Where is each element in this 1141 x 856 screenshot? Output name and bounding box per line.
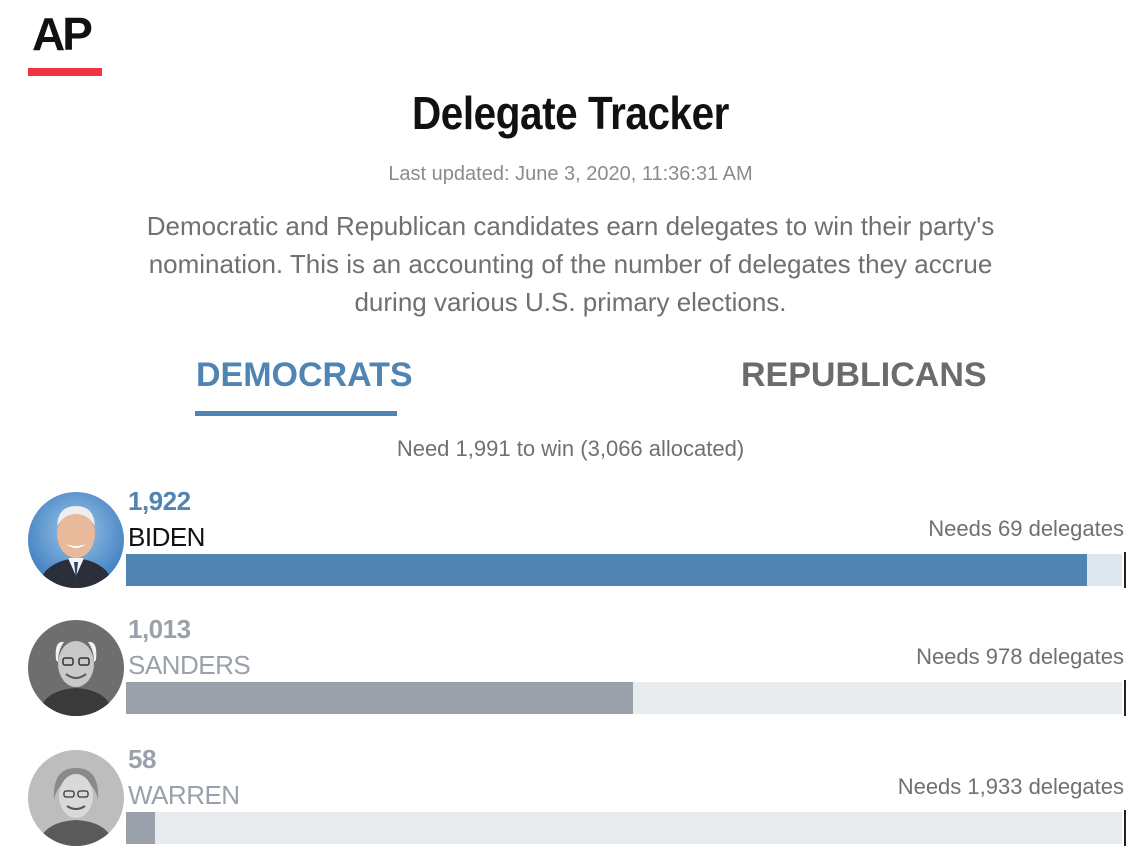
- progress-fill: [126, 682, 633, 714]
- progress-track: [126, 812, 1122, 844]
- page-description: Democratic and Republican candidates ear…: [146, 211, 995, 317]
- win-threshold-marker: [1124, 810, 1126, 846]
- candidate-row-warren: 58 WARREN Needs 1,933 delegates: [28, 744, 1126, 846]
- candidate-name: WARREN: [128, 780, 240, 810]
- delegates-needed-summary: Need 1,991 to win (3,066 allocated): [396, 436, 745, 461]
- page-title: Delegate Tracker: [411, 87, 729, 139]
- delegates-remaining: Needs 978 delegates: [916, 644, 1124, 669]
- progress-fill: [126, 554, 1088, 586]
- delegate-count: 58: [128, 744, 156, 774]
- candidate-row-biden: 1,922 BIDEN Needs 69 delegates: [28, 486, 1126, 588]
- progress-track: [126, 554, 1122, 586]
- ap-logo[interactable]: AP: [28, 8, 102, 78]
- delegates-remaining: Needs 1,933 delegates: [897, 774, 1124, 799]
- candidate-name: BIDEN: [128, 522, 205, 552]
- last-updated: Last updated: June 3, 2020, 11:36:31 AM: [388, 163, 753, 185]
- delegate-count: 1,922: [128, 486, 191, 516]
- win-threshold-marker: [1124, 552, 1126, 588]
- win-threshold-marker: [1124, 680, 1126, 716]
- biden-avatar: [28, 492, 124, 588]
- ap-logo-text: AP: [32, 8, 93, 60]
- sanders-avatar: [28, 620, 124, 716]
- candidate-name: SANDERS: [128, 650, 251, 680]
- delegates-remaining: Needs 69 delegates: [928, 516, 1124, 541]
- active-tab-indicator: [195, 411, 397, 416]
- warren-avatar: [28, 750, 124, 846]
- tab-republicans[interactable]: REPUBLICANS: [741, 356, 987, 394]
- progress-track: [126, 682, 1122, 714]
- ap-logo-bar: [28, 68, 102, 76]
- progress-fill: [126, 812, 155, 844]
- delegate-count: 1,013: [128, 614, 191, 644]
- tab-democrats[interactable]: DEMOCRATS: [196, 356, 413, 394]
- candidate-row-sanders: 1,013 SANDERS Needs 978 delegates: [28, 614, 1126, 716]
